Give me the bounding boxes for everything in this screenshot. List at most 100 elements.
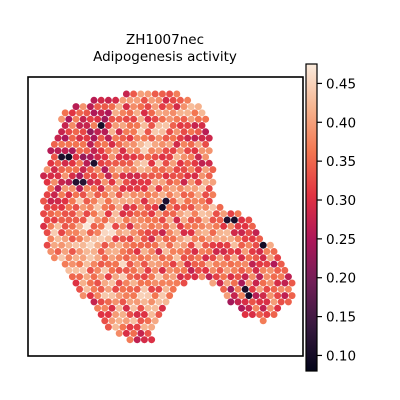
data-spot bbox=[86, 254, 94, 262]
data-spot bbox=[252, 266, 260, 274]
data-spot bbox=[259, 241, 267, 249]
data-spot bbox=[68, 109, 76, 117]
data-spot bbox=[151, 153, 159, 161]
colorbar-tick-label: 0.35 bbox=[326, 154, 356, 170]
data-spot bbox=[202, 166, 210, 174]
data-spot bbox=[166, 153, 174, 161]
data-spot bbox=[112, 134, 120, 142]
data-spot bbox=[166, 140, 174, 148]
data-spot bbox=[72, 229, 80, 237]
data-spot bbox=[245, 216, 253, 224]
data-spot bbox=[137, 166, 145, 174]
data-spot bbox=[238, 292, 246, 300]
data-spot bbox=[202, 128, 210, 136]
data-spot bbox=[144, 304, 152, 312]
data-spot bbox=[144, 140, 152, 148]
data-spot bbox=[144, 115, 152, 123]
data-spot bbox=[115, 178, 123, 186]
plot-frame bbox=[27, 76, 304, 357]
data-spot bbox=[133, 298, 141, 306]
data-spot bbox=[187, 229, 195, 237]
data-spot bbox=[101, 178, 109, 186]
data-spot bbox=[270, 248, 278, 255]
data-spot bbox=[104, 285, 112, 293]
data-spot bbox=[68, 210, 76, 218]
data-spot bbox=[151, 254, 159, 262]
data-spot bbox=[173, 128, 181, 136]
data-spot bbox=[97, 197, 105, 205]
data-spot bbox=[122, 153, 130, 161]
data-spot bbox=[47, 197, 55, 205]
data-spot bbox=[158, 153, 166, 161]
data-spot bbox=[216, 279, 224, 287]
data-spot bbox=[245, 229, 253, 237]
data-spot bbox=[173, 279, 181, 287]
data-spot bbox=[79, 128, 87, 136]
data-spot bbox=[173, 103, 181, 111]
data-spot bbox=[101, 103, 109, 111]
data-spot bbox=[108, 178, 116, 186]
data-spot bbox=[176, 260, 184, 268]
data-spot bbox=[126, 96, 134, 104]
data-spot bbox=[212, 248, 220, 255]
data-spot bbox=[72, 279, 80, 287]
data-spot bbox=[122, 241, 130, 249]
data-spot bbox=[248, 260, 256, 268]
data-spot bbox=[155, 222, 163, 230]
data-spot bbox=[144, 329, 152, 337]
data-spot bbox=[68, 134, 76, 142]
data-spot bbox=[277, 273, 285, 281]
data-spot bbox=[277, 260, 285, 268]
data-spot bbox=[86, 229, 94, 237]
data-spot bbox=[112, 260, 120, 268]
data-spot bbox=[112, 109, 120, 117]
data-spot bbox=[202, 191, 210, 199]
data-spot bbox=[119, 298, 127, 306]
data-spot bbox=[65, 140, 73, 148]
data-spot bbox=[198, 197, 206, 205]
data-spot bbox=[130, 103, 138, 111]
data-spot bbox=[176, 122, 184, 129]
data-spot bbox=[187, 191, 195, 199]
data-spot bbox=[180, 266, 188, 274]
data-spot bbox=[270, 285, 278, 293]
data-spot bbox=[205, 260, 213, 268]
data-spot bbox=[104, 235, 112, 243]
data-spot bbox=[202, 140, 210, 148]
data-spot bbox=[101, 191, 109, 199]
data-spot bbox=[270, 311, 278, 318]
data-spot bbox=[94, 216, 102, 224]
data-spot bbox=[104, 109, 112, 117]
data-spot bbox=[245, 254, 253, 262]
data-spot bbox=[162, 235, 170, 243]
data-spot bbox=[205, 210, 213, 218]
data-spot bbox=[115, 140, 123, 148]
data-spot bbox=[43, 166, 51, 174]
data-spot bbox=[209, 229, 217, 237]
data-spot bbox=[151, 229, 159, 237]
data-spot bbox=[137, 266, 145, 274]
data-spot bbox=[220, 248, 228, 255]
data-spot bbox=[47, 248, 55, 255]
data-spot bbox=[97, 248, 105, 255]
data-spot bbox=[104, 248, 112, 255]
data-spot bbox=[155, 235, 163, 243]
data-spot bbox=[252, 241, 260, 249]
data-spot bbox=[194, 140, 202, 148]
data-spot bbox=[184, 172, 192, 180]
data-spot bbox=[72, 203, 80, 211]
data-spot bbox=[50, 140, 58, 148]
data-spot bbox=[263, 248, 271, 255]
data-spot bbox=[166, 90, 174, 98]
data-spot bbox=[169, 210, 177, 218]
data-spot bbox=[173, 178, 181, 186]
data-spot bbox=[43, 178, 51, 186]
data-spot bbox=[115, 128, 123, 136]
data-spot bbox=[169, 260, 177, 268]
data-spot bbox=[209, 203, 217, 211]
data-spot bbox=[187, 178, 195, 186]
data-spot bbox=[104, 260, 112, 268]
data-spot bbox=[173, 241, 181, 249]
data-spot bbox=[158, 216, 166, 224]
data-spot bbox=[83, 235, 91, 243]
